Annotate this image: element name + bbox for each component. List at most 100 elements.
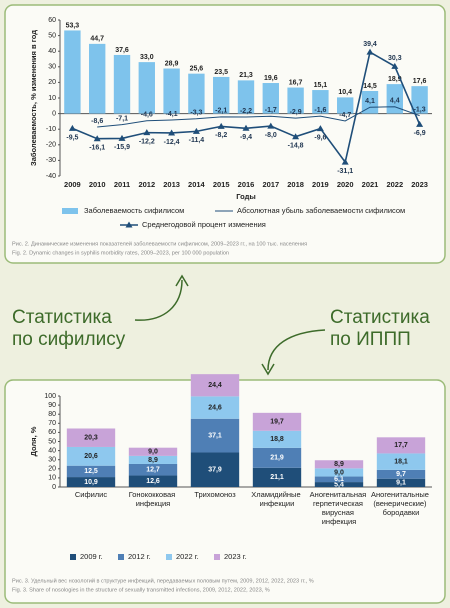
caption: Рис. 3. Удельный вес нозологий в структу… bbox=[12, 577, 314, 584]
value-label: -2,1 bbox=[215, 108, 227, 115]
x-tick-label: 2020 bbox=[337, 180, 354, 189]
marker bbox=[316, 125, 324, 132]
legend-label: 2009 г. bbox=[80, 552, 103, 561]
value-label: -31,1 bbox=[337, 168, 353, 175]
y-tick-label: 100 bbox=[44, 393, 56, 400]
heading: Статистика по ИППП bbox=[330, 307, 435, 350]
marker bbox=[68, 124, 76, 131]
y-tick-label: 70 bbox=[48, 420, 56, 427]
value-label: 18,9 bbox=[388, 76, 402, 83]
value-label: 4,1 bbox=[365, 98, 375, 105]
bar bbox=[287, 87, 304, 114]
bar bbox=[163, 68, 180, 114]
bar-segment bbox=[128, 463, 178, 476]
y-tick-label: 50 bbox=[48, 438, 56, 445]
x-tick-label: 2022 bbox=[386, 180, 403, 189]
bar-segment bbox=[190, 418, 240, 453]
value-label: -1,3 bbox=[414, 106, 426, 113]
value-label: -12,2 bbox=[139, 138, 155, 145]
bar-segment bbox=[252, 412, 302, 431]
marker bbox=[242, 124, 250, 131]
value-label: 30,3 bbox=[388, 55, 402, 62]
value-label: -12,4 bbox=[164, 139, 180, 146]
value-label: -15,9 bbox=[114, 144, 130, 151]
legend-swatch bbox=[70, 554, 76, 560]
bar-segment bbox=[376, 469, 426, 479]
bar-segment bbox=[314, 468, 364, 477]
bar bbox=[188, 73, 205, 114]
value-label: 25,6 bbox=[190, 66, 204, 73]
legend-label: 2022 г. bbox=[176, 552, 199, 561]
y-axis-label: Доля, % bbox=[29, 426, 38, 456]
value-label: 8,9 bbox=[148, 457, 158, 464]
value-label: 37,1 bbox=[208, 432, 222, 439]
value-label: 53,3 bbox=[66, 22, 80, 29]
value-label: -7,1 bbox=[116, 116, 128, 123]
legend-label: Заболеваемость сифилисом bbox=[84, 206, 184, 215]
value-label: -11,4 bbox=[189, 137, 205, 144]
value-label: -9,5 bbox=[66, 134, 78, 141]
legend-marker bbox=[125, 221, 133, 228]
value-label: 37,6 bbox=[115, 47, 129, 54]
bar bbox=[386, 84, 403, 114]
value-label: 17,6 bbox=[413, 78, 427, 85]
caption: Fig. 3. Share of nosologies in the struc… bbox=[12, 587, 270, 593]
y-tick-label: 20 bbox=[48, 466, 56, 473]
value-label: 4,4 bbox=[390, 98, 400, 105]
y-tick-label: 80 bbox=[48, 411, 56, 418]
x-tick-label: Сифилис bbox=[75, 490, 108, 499]
y-axis-label: Заболеваемость, % изменения в год bbox=[29, 30, 38, 166]
legend-label: Среднегодовой процент изменения bbox=[142, 220, 266, 229]
x-tick-label: 2021 bbox=[362, 180, 379, 189]
bar-segment bbox=[190, 374, 240, 397]
value-label: 16,7 bbox=[289, 79, 303, 86]
value-label: -8,0 bbox=[265, 132, 277, 139]
arrow bbox=[134, 279, 183, 321]
x-tick-label: Хламидийные инфекции bbox=[251, 490, 302, 508]
bar bbox=[361, 90, 379, 114]
value-label: 39,4 bbox=[363, 41, 377, 48]
value-label: 23,5 bbox=[214, 69, 228, 76]
value-label: 15,1 bbox=[314, 82, 328, 89]
value-label: 24,4 bbox=[208, 382, 222, 389]
value-label: -6,9 bbox=[414, 130, 426, 137]
y-tick-label: -20 bbox=[46, 142, 56, 149]
bar-segment bbox=[314, 476, 364, 483]
y-tick-label: 40 bbox=[48, 447, 56, 454]
x-tick-label: Гонококковая инфекция bbox=[129, 490, 178, 508]
value-label: 33,0 bbox=[140, 54, 154, 61]
value-label: 9,1 bbox=[396, 480, 406, 487]
bar-segment bbox=[190, 452, 240, 487]
x-tick-label: 2012 bbox=[138, 180, 155, 189]
legend-label: 2023 г. bbox=[224, 552, 247, 561]
value-label: 19,6 bbox=[264, 75, 278, 82]
heading: Статистика по сифилису bbox=[12, 307, 126, 350]
value-label: -2,9 bbox=[290, 109, 302, 116]
bar-segment bbox=[314, 482, 364, 487]
legend-swatch bbox=[62, 208, 78, 214]
x-axis-label: Годы bbox=[236, 192, 256, 201]
value-label: 9,0 bbox=[148, 449, 158, 456]
y-tick-label: 0 bbox=[52, 110, 56, 117]
x-tick-label: Аногенитальные (венерические) бородавки bbox=[371, 490, 431, 517]
value-label: -4,6 bbox=[141, 112, 153, 119]
value-label: 18,1 bbox=[394, 459, 408, 466]
value-label: 20,3 bbox=[84, 435, 98, 442]
bar-segment bbox=[128, 455, 178, 464]
bar-segment bbox=[252, 467, 302, 487]
value-label: 21,9 bbox=[270, 455, 284, 462]
bar bbox=[64, 30, 81, 114]
bar bbox=[237, 80, 255, 114]
value-label: -9,6 bbox=[314, 134, 326, 141]
value-label: -1,6 bbox=[314, 107, 326, 114]
y-tick-label: -40 bbox=[46, 173, 56, 180]
value-label: 18,8 bbox=[270, 436, 284, 443]
y-tick-label: 50 bbox=[48, 32, 56, 39]
y-tick-label: 0 bbox=[52, 484, 56, 491]
x-tick-label: 2016 bbox=[238, 180, 255, 189]
value-label: 21,3 bbox=[239, 72, 253, 79]
y-tick-label: -30 bbox=[46, 157, 56, 164]
value-label: -3,3 bbox=[190, 110, 202, 117]
value-label: -9,4 bbox=[240, 134, 252, 141]
